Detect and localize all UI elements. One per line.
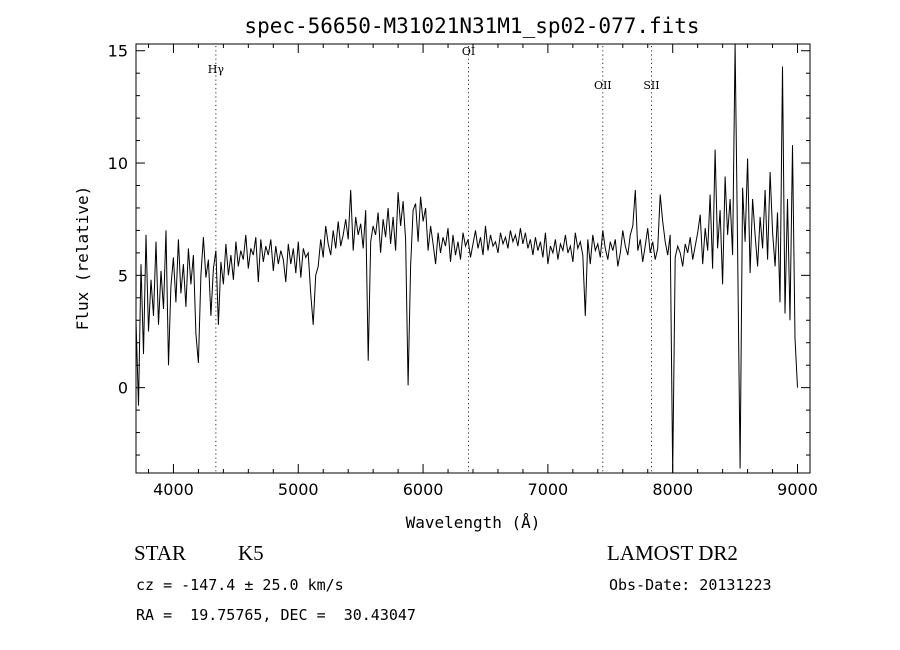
observation-date: Obs-Date: 20131223 [609,576,772,594]
x-tick-label: 5000 [278,480,319,499]
plot-area: 4000 5000 6000 7000 8000 9000 0 5 10 15 Hγ OI OII SII [108,42,818,499]
spectral-line-label: Hγ [208,63,225,76]
x-tick-label: 7000 [528,480,569,499]
x-tick-label: 9000 [777,480,818,499]
y-tick-label: 0 [118,379,128,398]
spectral-subclass: K5 [238,541,264,565]
sky-coordinates: RA = 19.75765, DEC = 30.43047 [136,606,416,624]
object-type: STAR [134,541,186,565]
y-tick-label: 5 [118,266,128,285]
x-tick-label: 6000 [403,480,444,499]
spectral-line-label: OII [594,79,612,92]
redshift-velocity: cz = -147.4 ± 25.0 km/s [136,576,344,594]
spectrum-flux-line [135,43,798,474]
chart-title: spec-56650-M31021N31M1_sp02-077.fits [244,14,699,38]
spectral-line-label: OI [462,45,475,58]
plot-frame [135,43,811,474]
survey-name: LAMOST DR2 [607,541,738,565]
y-tick-label: 10 [108,154,128,173]
y-tick-label: 15 [108,42,128,61]
x-tick-label: 4000 [153,480,194,499]
x-axis-label: Wavelength (Å) [406,513,541,532]
y-axis-label: Flux (relative) [73,186,92,331]
x-tick-label: 8000 [652,480,693,499]
spectral-line-label: SII [643,79,659,92]
